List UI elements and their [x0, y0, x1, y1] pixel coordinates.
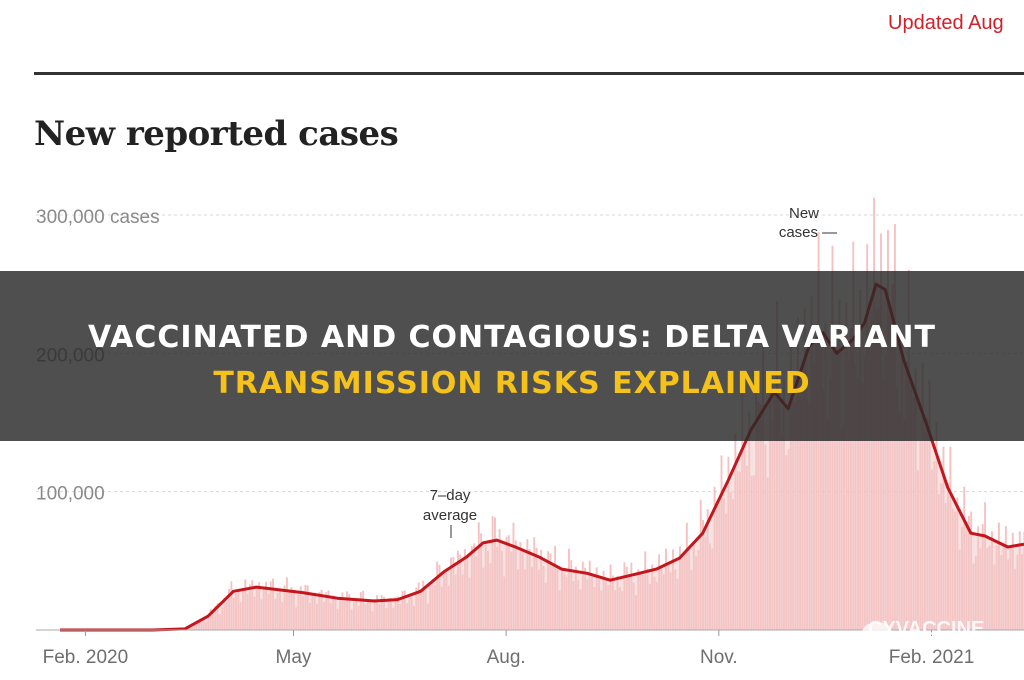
average-area-fill: [60, 284, 1024, 630]
title-banner: [0, 271, 1024, 441]
x-tick-label: Feb. 2020: [43, 647, 129, 668]
updated-label: Updated Aug: [888, 12, 1004, 34]
y-tick-label: 100,000: [36, 484, 105, 505]
banner-title-line2: TRANSMISSION RISKS EXPLAINED: [213, 366, 811, 401]
watermark-logo-icon: [862, 622, 892, 644]
new-cases-annotation: cases —: [779, 224, 837, 241]
x-tick-label: Nov.: [700, 647, 738, 668]
seven-day-average-annotation: 7–day: [430, 487, 471, 504]
x-tick-label: Feb. 2021: [889, 647, 975, 668]
chart-title: New reported cases: [34, 114, 399, 154]
x-tick-label: Aug.: [487, 647, 526, 668]
banner-title-line1: VACCINATED AND CONTAGIOUS: DELTA VARIANT: [87, 320, 937, 355]
seven-day-average-annotation: average: [423, 507, 477, 524]
watermark: CYVACCINE: [868, 618, 985, 640]
y-tick-label: 300,000 cases: [36, 207, 160, 228]
header-rule: [34, 72, 1024, 75]
x-tick-label: May: [276, 647, 312, 668]
new-cases-annotation: New: [789, 205, 819, 222]
